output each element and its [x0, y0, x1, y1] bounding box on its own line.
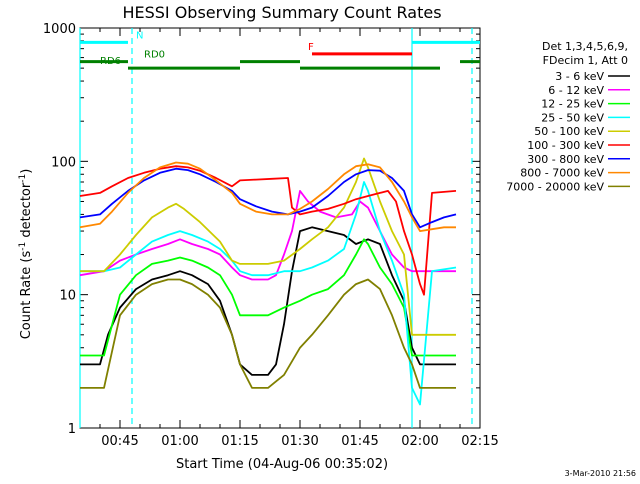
series-group [79, 157, 457, 406]
legend-header: FDecim 1, Att 0 [543, 54, 628, 67]
series-line [80, 238, 456, 357]
state-bar-label: RD0 [144, 50, 165, 61]
series-line [79, 189, 456, 281]
series-line [80, 226, 456, 376]
state-bar-label: N [136, 30, 143, 41]
legend-entry-label: 100 - 300 keV [527, 139, 604, 152]
legend-entry-label: 50 - 100 keV [534, 125, 604, 138]
legend-entry-label: 300 - 800 keV [527, 153, 604, 166]
series-line [80, 157, 456, 336]
x-tick-label: 02:15 [461, 434, 498, 449]
legend-entry-label: 6 - 12 keV [548, 84, 604, 97]
y-tick-label: 10 [59, 289, 76, 304]
x-tick-label: 01:15 [221, 434, 258, 449]
series-line [79, 167, 457, 229]
series-line [79, 165, 457, 296]
y-tick-label: 100 [51, 155, 76, 170]
x-tick-label: 01:45 [341, 434, 378, 449]
legend: Det 1,3,4,5,6,9,FDecim 1, Att 0 3 - 6 keV… [506, 40, 630, 193]
state-bar-label: RD6 [100, 56, 121, 67]
x-tick-label: 01:30 [281, 434, 318, 449]
chart-title: HESSI Observing Summary Count Rates [122, 3, 441, 22]
legend-entry-label: 800 - 7000 keV [520, 167, 604, 180]
axes: 1 10 100 1000 00:45 01:00 01:15 01:30 01:45 02:00… [43, 22, 499, 449]
legend-entry-label: 12 - 25 keV [541, 98, 604, 111]
legend-entry-label: 3 - 6 keV [555, 70, 604, 83]
legend-entry-label: 7000 - 20000 keV [506, 180, 604, 193]
x-tick-label: 01:00 [161, 434, 198, 449]
legend-entry-label: 25 - 50 keV [541, 111, 604, 124]
footer-date: 3-Mar-2010 21:56 [565, 469, 636, 478]
y-tick-label: 1 [68, 422, 76, 437]
y-tick-label: 1000 [43, 22, 76, 37]
series-line [79, 161, 456, 233]
state-bar-label: F [308, 42, 314, 53]
x-axis-label: Start Time (04-Aug-06 00:35:02) [176, 457, 388, 472]
series-line [80, 278, 456, 389]
legend-header: Det 1,3,4,5,6,9, [542, 40, 628, 53]
instrument-state-lines [79, 28, 473, 428]
x-tick-label: 00:45 [101, 434, 138, 449]
series-line [80, 181, 457, 406]
state-bars: N F RD0 RD6 [80, 30, 480, 70]
y-axis-label: Count Rate (s-1 detector-1) [18, 169, 34, 340]
y-axis-label-group: Count Rate (s-1 detector-1) [18, 169, 34, 340]
x-tick-label: 02:00 [401, 434, 438, 449]
